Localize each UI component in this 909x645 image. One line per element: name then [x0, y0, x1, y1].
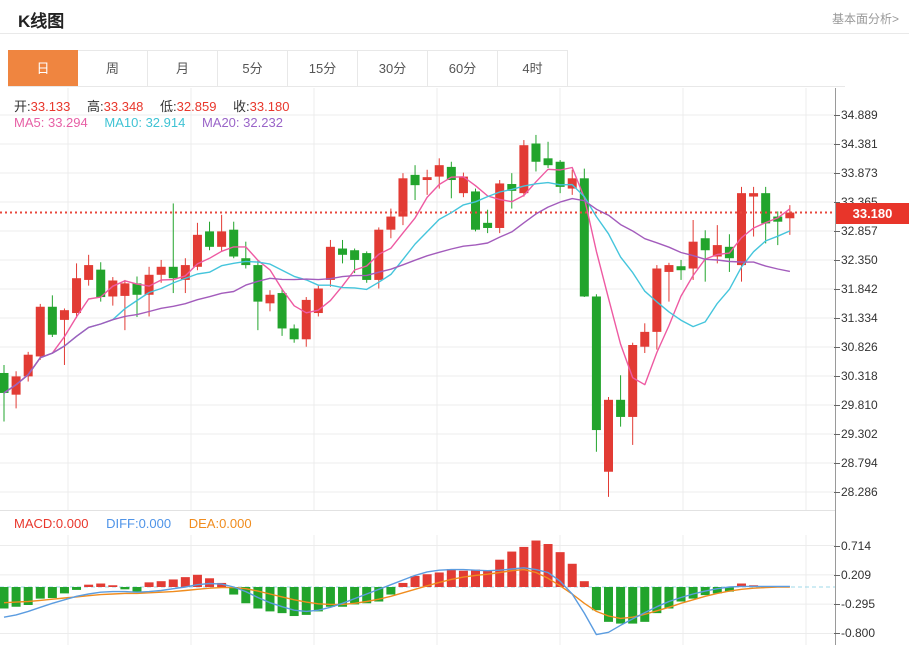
axis-tick: [834, 144, 840, 145]
axis-tick: [834, 318, 840, 319]
axis-tick: [834, 115, 840, 116]
macd-label: MACD:: [14, 516, 56, 531]
tab-4时[interactable]: 4时: [498, 50, 568, 87]
tab-30分[interactable]: 30分: [358, 50, 428, 87]
axis-tick: [834, 405, 840, 406]
header-divider: [0, 33, 909, 34]
axis-tick-label: 34.381: [841, 137, 878, 151]
interval-tab-bar: 日周月 5分 15分 30分 60分 4时: [8, 50, 568, 87]
open-value: 33.133: [30, 99, 71, 114]
axis-tick: [834, 633, 840, 634]
chart-region: 开:33.133 高:33.348 低:32.859 收:33.180 MA5:…: [0, 88, 909, 645]
ma20-value: 32.232: [243, 115, 283, 130]
axis-tick: [834, 347, 840, 348]
macd-value: 0.000: [55, 516, 89, 531]
low-value: 32.859: [176, 99, 217, 114]
axis-tick-label: 31.842: [841, 282, 878, 296]
axis-tick-label: 32.350: [841, 253, 878, 267]
axis-tick: [834, 289, 840, 290]
axis-tick-label: 28.794: [841, 456, 878, 470]
ma20-label: MA20:: [201, 115, 240, 130]
axis-tick-label: 0.714: [841, 539, 872, 553]
tab-underline: [8, 86, 845, 87]
high-label: 高:: [87, 99, 104, 114]
axis-tick-label: 31.334: [841, 311, 878, 325]
axis-tick-label: 29.302: [841, 427, 878, 441]
candlestick-chart-canvas[interactable]: [0, 88, 836, 510]
axis-tick: [834, 492, 840, 493]
dea-value: 0.000: [219, 516, 252, 531]
axis-tick: [834, 434, 840, 435]
close-label: 收:: [233, 99, 250, 114]
axis-tick-label: -0.295: [841, 597, 876, 611]
page-title: K线图: [18, 12, 65, 31]
axis-tick: [834, 202, 840, 203]
ma5-label: MA5:: [14, 115, 45, 130]
tab-5分[interactable]: 5分: [218, 50, 288, 87]
axis-tick: [834, 546, 840, 547]
ma5-value: 33.294: [47, 115, 88, 130]
macd-chart-canvas[interactable]: [0, 535, 836, 645]
diff-value: 0.000: [138, 516, 172, 531]
ma-readout: MA5: 33.294 MA10: 32.914 MA20: 32.232: [14, 115, 283, 130]
axis-tick: [834, 604, 840, 605]
ma10-label: MA10:: [104, 115, 142, 130]
axis-tick: [834, 231, 840, 232]
ohlc-readout: 开:33.133 高:33.348 低:32.859 收:33.180: [14, 96, 302, 115]
axis-tick-label: -0.800: [841, 626, 876, 640]
axis-tick-label: 33.873: [841, 166, 878, 180]
axis-tick: [834, 260, 840, 261]
panel-separator: [0, 510, 836, 511]
open-label: 开:: [14, 99, 31, 114]
close-value: 33.180: [249, 99, 290, 114]
axis-tick-label: 29.810: [841, 398, 878, 412]
axis-tick-label: 30.318: [841, 369, 878, 383]
axis-tick: [834, 575, 840, 576]
axis-tick-label: 0.209: [841, 568, 872, 582]
ma10-value: 32.914: [145, 115, 186, 130]
tab-15分[interactable]: 15分: [288, 50, 358, 87]
tab-日[interactable]: 日: [8, 50, 78, 87]
right-axis-line: [835, 88, 836, 645]
dea-label: DEA:: [188, 516, 220, 531]
axis-tick-label: 32.857: [841, 224, 878, 238]
current-price-tag: 33.180: [836, 203, 909, 224]
tab-月[interactable]: 月: [148, 50, 218, 87]
macd-readout: MACD:0.000 DIFF:0.000 DEA:0.000: [14, 516, 252, 531]
axis-tick: [834, 376, 840, 377]
axis-tick: [834, 463, 840, 464]
axis-tick-label: 28.286: [841, 485, 878, 499]
axis-tick-label: 30.826: [841, 340, 878, 354]
diff-label: DIFF:: [106, 516, 139, 531]
tab-60分[interactable]: 60分: [428, 50, 498, 87]
tab-周[interactable]: 周: [78, 50, 148, 87]
axis-tick-label: 34.889: [841, 108, 878, 122]
axis-tick: [834, 173, 840, 174]
fundamental-analysis-link[interactable]: 基本面分析>: [831, 12, 899, 26]
low-label: 低:: [160, 99, 177, 114]
high-value: 33.348: [103, 99, 144, 114]
